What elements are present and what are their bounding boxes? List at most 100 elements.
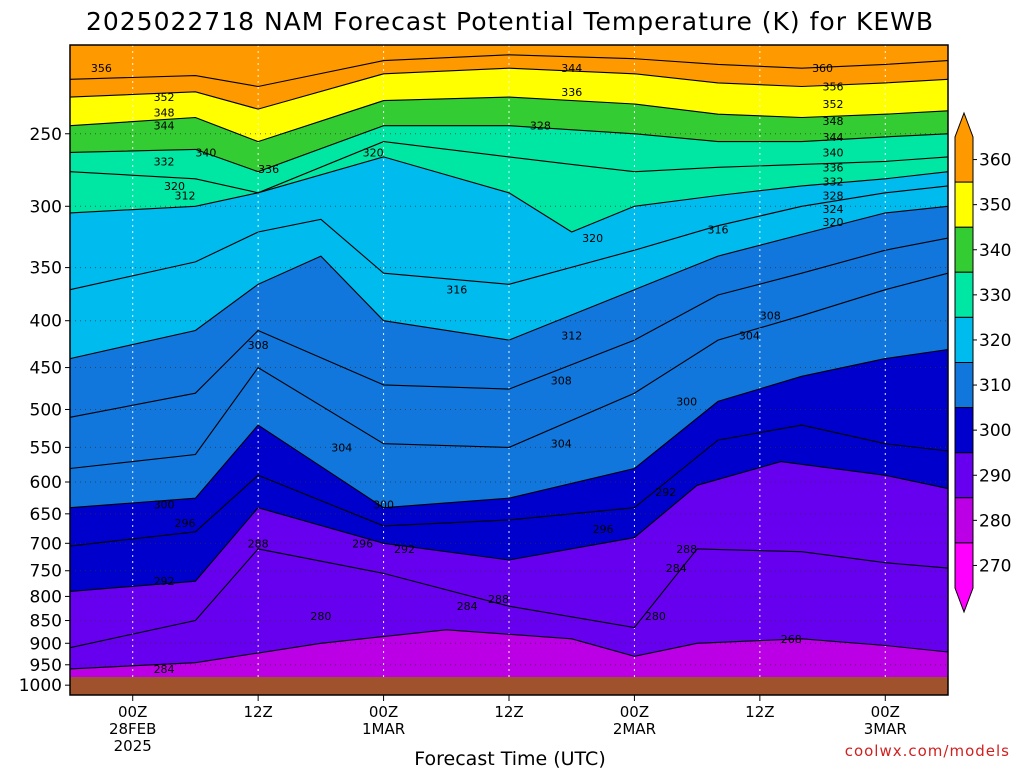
y-tick-label: 400 <box>30 312 62 332</box>
isentrope-308 <box>69 237 949 418</box>
x-tick-label: 1MAR <box>362 720 405 738</box>
isentrope-356 <box>69 54 949 88</box>
contour-label: 284 <box>154 663 175 676</box>
contour-label: 344 <box>561 62 582 75</box>
x-tick-label: 00Z <box>871 703 900 721</box>
contour-label: 336 <box>561 86 582 99</box>
contour-label: 352 <box>823 98 844 111</box>
contour-label: 300 <box>676 395 697 408</box>
contour-label: 284 <box>666 562 687 575</box>
x-tick-label: 12Z <box>243 703 272 721</box>
contour-label: 304 <box>331 441 352 454</box>
isentrope-296 <box>69 424 949 547</box>
contour-label: 308 <box>760 310 781 323</box>
isentropes <box>69 54 949 670</box>
colorbar-band <box>954 542 974 614</box>
contour-label: 340 <box>195 146 216 159</box>
colorbar-band <box>954 226 974 273</box>
contour-label: 280 <box>310 610 331 623</box>
contour-label: 344 <box>154 120 175 133</box>
y-tick-label: 750 <box>30 562 62 582</box>
isentrope-288 <box>69 548 949 649</box>
contour-label: 312 <box>561 329 582 342</box>
isentrope-284 <box>69 629 949 670</box>
isentrope-336 <box>69 125 949 173</box>
y-tick-label: 850 <box>30 612 62 632</box>
y-tick-label: 350 <box>30 259 62 279</box>
isentrope-312 <box>69 205 949 360</box>
contour-label: 316 <box>446 284 467 297</box>
y-tick-label: 650 <box>30 505 62 525</box>
contour-label: 344 <box>823 131 844 144</box>
colorbar-label: 300 <box>979 421 1011 441</box>
contour-label: 328 <box>823 190 844 203</box>
contour-label: 300 <box>373 499 394 512</box>
contour-label: 296 <box>352 537 373 550</box>
contour-label: 296 <box>174 517 195 530</box>
y-tick-label: 550 <box>30 438 62 458</box>
colorbar-band <box>954 181 974 228</box>
contour-label: 356 <box>823 81 844 94</box>
contour-label: 340 <box>823 146 844 159</box>
x-tick-label: 28FEB <box>109 720 156 738</box>
contour-label: 320 <box>164 180 185 193</box>
x-tick-label: 2025 <box>114 737 152 755</box>
contour-label: 320 <box>823 216 844 229</box>
contour-label: 284 <box>457 600 478 613</box>
y-tick-label: 950 <box>30 656 62 676</box>
x-tick-label: 3MAR <box>864 720 907 738</box>
contour-label: 308 <box>248 339 269 352</box>
colorbar-label: 360 <box>979 151 1011 171</box>
x-tick-label: 00Z <box>369 703 398 721</box>
contour-label: 300 <box>154 499 175 512</box>
pressure-axis: 2503003504004505005506006507007508008509… <box>19 125 70 696</box>
isentrope-316 <box>69 185 949 291</box>
plot-area: 3563523483443403323363203123203443363283… <box>69 44 949 696</box>
colorbar-band <box>954 271 974 318</box>
contour-label: 348 <box>154 107 175 120</box>
colorbar-label: 270 <box>979 556 1011 576</box>
colorbar-band <box>954 362 974 409</box>
contour-label: 268 <box>781 633 802 646</box>
contour-label: 292 <box>154 575 175 588</box>
y-tick-label: 300 <box>30 197 62 217</box>
x-tick-label: 00Z <box>118 703 147 721</box>
contour-label: 312 <box>174 190 195 203</box>
x-tick-label: 12Z <box>745 703 774 721</box>
contour-label: 288 <box>676 543 697 556</box>
contour-label: 280 <box>645 610 666 623</box>
contour-label: 356 <box>91 62 112 75</box>
isentrope-292 <box>69 461 949 592</box>
x-axis-title: Forecast Time (UTC) <box>414 748 605 768</box>
credit-text: coolwx.com/models <box>845 742 1010 760</box>
colorbar-label: 290 <box>979 466 1011 486</box>
y-tick-label: 700 <box>30 534 62 554</box>
colorbar-band <box>954 316 974 363</box>
y-tick-label: 1000 <box>19 676 62 696</box>
contour-label: 308 <box>551 375 572 388</box>
contour-label: 324 <box>823 203 844 216</box>
colorbar-label: 310 <box>979 376 1011 396</box>
colorbar-label: 320 <box>979 331 1011 351</box>
contour-label: 288 <box>248 537 269 550</box>
contour-label: 296 <box>593 523 614 536</box>
contour-label: 360 <box>812 62 833 75</box>
contour-label: 352 <box>154 91 175 104</box>
contour-label: 320 <box>363 146 384 159</box>
contour-label: 288 <box>488 593 509 606</box>
contour-labels: 3563523483443403323363203123203443363283… <box>91 62 844 676</box>
chart-title: 2025022718 NAM Forecast Potential Temper… <box>86 7 934 36</box>
isentrope-344 <box>69 96 949 143</box>
contour-label: 332 <box>823 176 844 189</box>
colorbar-label: 340 <box>979 241 1011 261</box>
colorbar-band <box>954 497 974 544</box>
colorbar-label: 350 <box>979 196 1011 216</box>
y-tick-label: 450 <box>30 359 62 379</box>
terrain-ground <box>70 677 948 695</box>
colorbar-label: 330 <box>979 286 1011 306</box>
isentrope-320 <box>69 156 949 233</box>
y-tick-label: 600 <box>30 473 62 493</box>
contour-label: 336 <box>258 163 279 176</box>
